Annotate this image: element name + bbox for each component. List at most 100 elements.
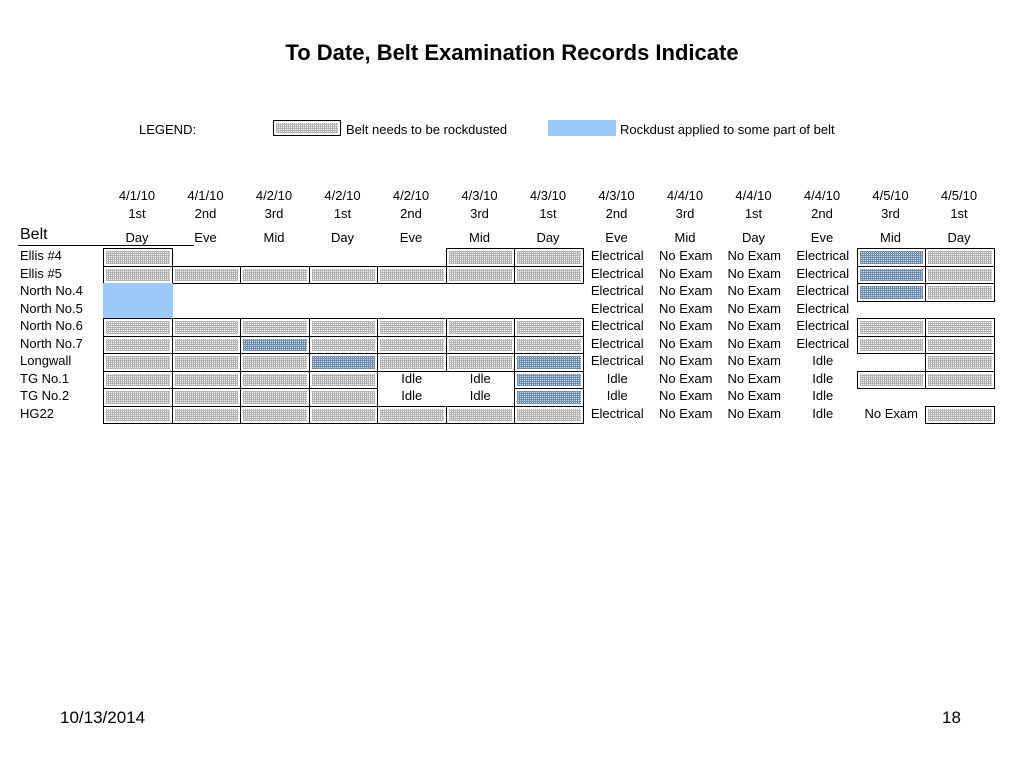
rockdust-needed-cell bbox=[514, 318, 584, 337]
status-cell: Electrical bbox=[590, 300, 644, 316]
rockdust-needed-cell bbox=[514, 265, 584, 284]
page-number: 18 bbox=[942, 708, 961, 727]
rockdust-needed-cell bbox=[308, 388, 378, 407]
column-period: Day bbox=[330, 230, 355, 245]
column-date: 4/3/10 bbox=[598, 188, 635, 203]
rockdust-needed-cell bbox=[171, 353, 241, 372]
rockdust-needed-applied-cell bbox=[856, 283, 926, 302]
column-period: Mid bbox=[880, 230, 901, 245]
column-period: Eve bbox=[605, 230, 628, 245]
header-divider bbox=[18, 245, 194, 246]
rockdust-needed-cell bbox=[377, 335, 447, 354]
status-cell: No Exam bbox=[659, 370, 713, 386]
status-cell: No Exam bbox=[727, 300, 781, 316]
rockdust-needed-cell bbox=[171, 388, 241, 407]
status-cell: No Exam bbox=[659, 300, 713, 316]
column-date: 4/5/10 bbox=[940, 188, 978, 203]
legend: LEGEND: Belt needs to be rockdusted Rock… bbox=[0, 120, 1024, 140]
status-cell: Electrical bbox=[590, 353, 644, 368]
column-shift: 1st bbox=[333, 206, 352, 221]
rockdust-needed-cell bbox=[925, 335, 995, 354]
rockdust-needed-cell bbox=[240, 405, 310, 424]
rockdust-needed-cell bbox=[925, 318, 995, 337]
rockdust-needed-cell bbox=[103, 265, 173, 284]
column-header-1: 4/1/10 1st Day bbox=[103, 187, 171, 247]
status-cell: No Exam bbox=[727, 283, 781, 298]
rockdust-needed-cell bbox=[240, 388, 310, 407]
rockdust-needed-cell bbox=[925, 370, 995, 389]
column-date: 4/2/10 bbox=[392, 188, 430, 203]
column-shift: 1st bbox=[950, 206, 968, 221]
rockdust-needed-cell bbox=[445, 335, 515, 354]
rockdust-needed-cell bbox=[103, 248, 173, 267]
rockdust-applied-cell bbox=[103, 283, 173, 302]
legend-applied-swatch bbox=[548, 120, 616, 136]
rockdust-needed-cell bbox=[240, 370, 310, 389]
column-header-13: 4/5/10 1st Day bbox=[925, 187, 993, 247]
rockdust-needed-cell bbox=[856, 370, 926, 389]
legend-hatch-swatch bbox=[273, 120, 341, 136]
status-cell: Idle bbox=[812, 353, 834, 368]
footer-date: 10/13/2014 bbox=[60, 708, 146, 727]
status-cell: Electrical bbox=[796, 265, 850, 281]
rockdust-needed-cell bbox=[308, 335, 378, 354]
rockdust-needed-cell bbox=[377, 265, 447, 284]
rockdust-needed-cell bbox=[925, 405, 995, 424]
column-period: Day bbox=[741, 230, 766, 245]
column-header-8: 4/3/10 2nd Eve bbox=[583, 187, 651, 247]
status-cell: No Exam bbox=[727, 265, 781, 281]
rockdust-needed-cell bbox=[103, 405, 173, 424]
rockdust-needed-cell bbox=[103, 318, 173, 337]
rockdust-needed-cell bbox=[514, 335, 584, 354]
column-shift: 2nd bbox=[400, 206, 422, 221]
column-period: Mid bbox=[469, 230, 490, 245]
rockdust-needed-applied-cell bbox=[308, 353, 378, 372]
rockdust-needed-cell bbox=[925, 265, 995, 284]
column-date: 4/2/10 bbox=[255, 188, 293, 203]
status-cell: Idle bbox=[469, 388, 491, 403]
rockdust-needed-cell bbox=[377, 353, 447, 372]
rockdust-needed-cell bbox=[171, 405, 241, 424]
status-cell: Electrical bbox=[796, 335, 850, 351]
column-period: Eve bbox=[399, 230, 423, 245]
column-header-6: 4/3/10 3rd Mid bbox=[446, 187, 514, 247]
status-cell: Idle bbox=[812, 370, 834, 386]
status-cell: No Exam bbox=[727, 370, 781, 386]
rockdust-needed-cell bbox=[445, 405, 515, 424]
column-shift: 3rd bbox=[675, 206, 695, 221]
column-period: Eve bbox=[810, 230, 834, 245]
rockdust-needed-cell bbox=[377, 318, 447, 337]
column-header-7: 4/3/10 1st Day bbox=[514, 187, 582, 247]
status-cell: Electrical bbox=[796, 318, 850, 333]
column-date: 4/4/10 bbox=[803, 188, 841, 203]
belt-label: TG No.1 bbox=[20, 370, 70, 386]
status-cell: Electrical bbox=[796, 283, 850, 298]
status-cell: No Exam bbox=[659, 335, 713, 351]
status-cell: Idle bbox=[401, 370, 423, 386]
column-period: Day bbox=[536, 230, 560, 245]
belt-label: Ellis #4 bbox=[20, 248, 62, 263]
status-cell: Idle bbox=[812, 388, 834, 403]
column-date: 4/3/10 bbox=[461, 188, 498, 203]
rockdust-needed-cell bbox=[103, 335, 173, 354]
legend-label: LEGEND: bbox=[139, 122, 197, 137]
rockdust-needed-cell bbox=[308, 370, 378, 389]
status-cell: Idle bbox=[606, 388, 628, 403]
column-shift: 3rd bbox=[881, 206, 900, 221]
status-cell: No Exam bbox=[659, 353, 713, 368]
status-cell: Electrical bbox=[590, 265, 644, 281]
status-cell: No Exam bbox=[659, 248, 713, 263]
column-period: Mid bbox=[263, 230, 285, 245]
column-date: 4/5/10 bbox=[872, 188, 909, 203]
rockdust-needed-cell bbox=[377, 405, 447, 424]
rockdust-needed-cell bbox=[308, 318, 378, 337]
status-cell: Electrical bbox=[590, 248, 644, 263]
rockdust-needed-cell bbox=[856, 335, 926, 354]
column-shift: 2nd bbox=[194, 206, 217, 221]
rockdust-needed-cell bbox=[925, 248, 995, 267]
column-shift: 1st bbox=[744, 206, 763, 221]
column-shift: 2nd bbox=[811, 206, 833, 221]
status-cell: Electrical bbox=[590, 405, 644, 421]
belt-label: North No.5 bbox=[20, 300, 83, 316]
rockdust-needed-applied-cell bbox=[514, 353, 584, 372]
